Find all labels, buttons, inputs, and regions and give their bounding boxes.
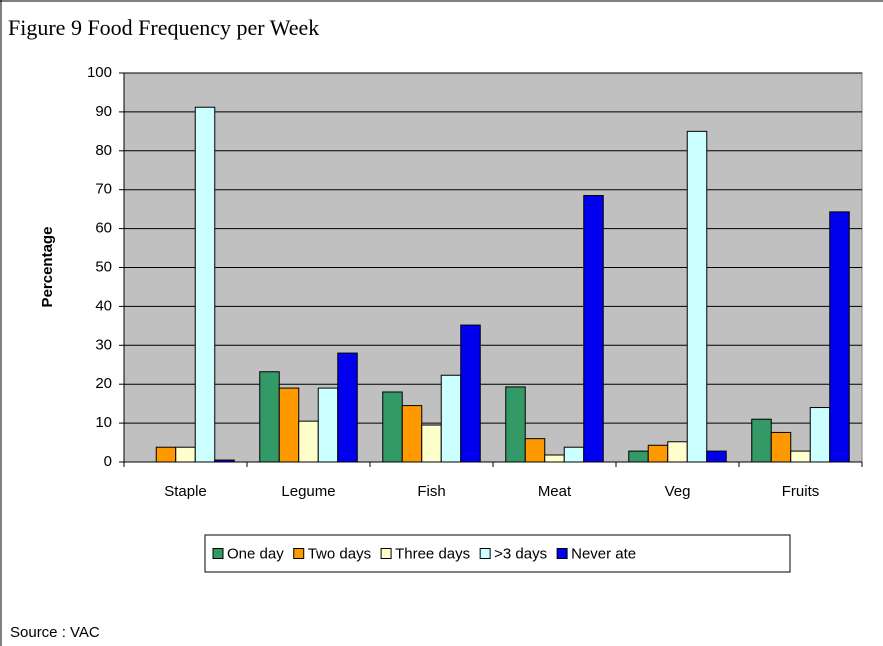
x-tick-label: Veg <box>665 483 691 500</box>
bar <box>829 211 850 463</box>
bar <box>440 374 462 463</box>
y-tick-label: 10 <box>95 414 112 431</box>
bar <box>317 387 339 463</box>
bar <box>544 454 565 463</box>
legend-label: Two days <box>308 545 371 562</box>
legend-swatch <box>479 548 491 559</box>
legend-swatch <box>293 548 305 559</box>
x-tick-label: Staple <box>164 483 207 500</box>
bar <box>809 407 831 463</box>
bar <box>751 418 772 463</box>
y-tick-label: 40 <box>95 297 112 314</box>
bar <box>421 424 442 463</box>
bar <box>686 130 708 463</box>
legend-swatch <box>380 548 392 559</box>
bar <box>647 444 669 463</box>
x-tick-label: Legume <box>281 483 335 500</box>
bar <box>175 446 196 463</box>
y-tick-label: 90 <box>95 103 112 120</box>
y-tick-label: 30 <box>95 336 112 353</box>
y-tick-label: 50 <box>95 258 112 275</box>
y-axis-label: Percentage <box>39 227 56 308</box>
bar <box>563 446 585 463</box>
bar <box>706 450 727 463</box>
y-tick-label: 80 <box>95 142 112 159</box>
bar <box>460 324 481 463</box>
bar <box>337 352 358 463</box>
y-tick-label: 60 <box>95 220 112 237</box>
legend-swatch <box>556 548 568 559</box>
bar <box>155 446 177 463</box>
x-tick-label: Fish <box>417 483 445 500</box>
source: Source : VAC <box>10 624 100 641</box>
bar <box>770 431 792 463</box>
bar <box>259 371 280 463</box>
bar <box>298 420 319 463</box>
legend-label: >3 days <box>494 545 547 562</box>
bar <box>382 391 403 463</box>
bar <box>278 387 300 463</box>
bar <box>667 441 688 463</box>
x-tick-label: Meat <box>538 483 572 500</box>
legend-label: One day <box>227 545 284 562</box>
y-tick-label: 20 <box>95 375 112 392</box>
legend-swatch <box>212 548 224 559</box>
bar <box>628 450 649 463</box>
legend-label: Three days <box>395 545 470 562</box>
x-tick-label: Fruits <box>782 483 820 500</box>
bar <box>790 450 811 463</box>
bar <box>583 195 604 463</box>
legend-label: Never ate <box>571 545 636 562</box>
bar <box>401 405 423 463</box>
y-tick-label: 100 <box>87 64 112 81</box>
y-tick-label: 0 <box>104 453 112 470</box>
bar <box>505 386 526 463</box>
bar <box>194 106 216 463</box>
chart-title: Figure 9 Food Frequency per Week <box>8 15 319 40</box>
bar <box>524 438 546 463</box>
bar <box>214 459 235 463</box>
y-tick-label: 70 <box>95 181 112 198</box>
